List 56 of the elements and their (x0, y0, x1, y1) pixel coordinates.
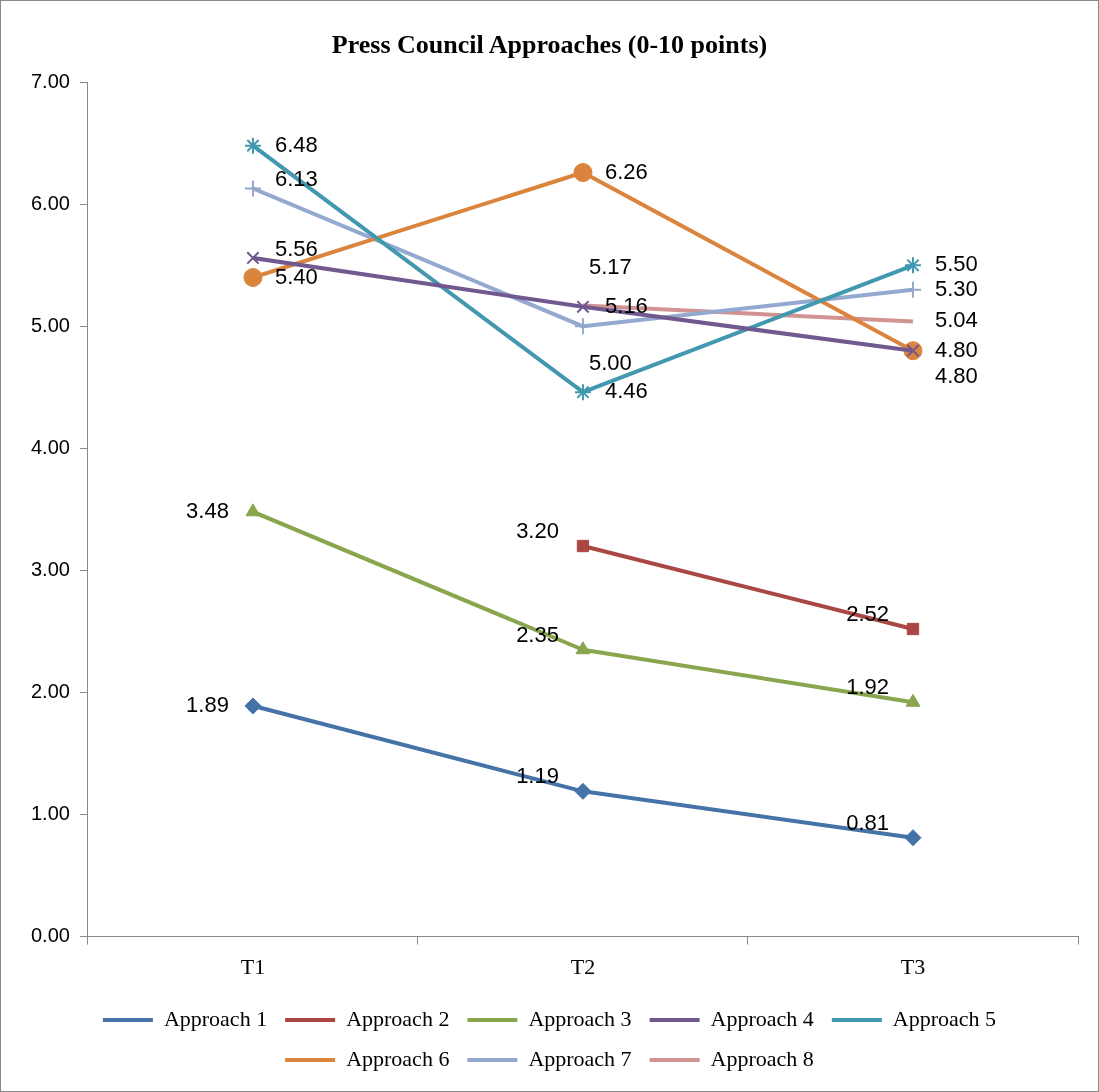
point (576, 300, 590, 314)
data-label: 6.48 (274, 131, 318, 157)
data-label: 4.46 (604, 378, 648, 404)
data-label: 4.80 (934, 362, 978, 388)
y-tick-label: 2.00 (30, 680, 70, 702)
point (573, 163, 593, 183)
data-label: 5.40 (274, 263, 318, 289)
point (243, 267, 263, 287)
point (903, 280, 922, 299)
data-label: 5.50 (934, 251, 978, 277)
data-label: 0.81 (846, 809, 889, 835)
data-label: 5.17 (588, 253, 632, 279)
data-label: 5.00 (588, 350, 632, 376)
legend-label: Approach 8 (710, 1045, 814, 1071)
point (573, 317, 592, 336)
data-label: 5.04 (934, 307, 978, 333)
data-label: 6.26 (604, 158, 648, 184)
chart-title: Press Council Approaches (0-10 points) (331, 30, 768, 60)
data-label: 1.92 (846, 674, 889, 700)
point (246, 251, 260, 265)
legend-label: Approach 4 (710, 1005, 814, 1031)
point (575, 641, 591, 655)
legend-label: Approach 1 (163, 1005, 268, 1031)
point (243, 136, 262, 155)
x-tick-label: T1 (240, 953, 266, 979)
point (906, 622, 920, 636)
y-tick-label: 6.00 (30, 191, 70, 214)
data-label: 3.20 (516, 518, 559, 544)
point (243, 179, 262, 198)
point (576, 539, 590, 553)
point (574, 782, 592, 800)
legend-label: Approach 6 (346, 1045, 450, 1071)
y-tick-label: 5.00 (30, 313, 70, 336)
x-tick-label: T3 (900, 953, 926, 979)
data-label: 5.30 (934, 275, 978, 301)
data-label: 5.16 (604, 292, 648, 318)
data-label: 3.48 (186, 497, 229, 523)
x-tick-label: T2 (570, 953, 596, 979)
point (573, 383, 592, 402)
legend-label: Approach 2 (346, 1005, 450, 1031)
data-label: 1.89 (186, 691, 229, 717)
legend-label: Approach 5 (892, 1005, 997, 1031)
point (904, 829, 922, 847)
y-tick-label: 7.00 (30, 69, 70, 92)
y-tick-label: 0.00 (30, 924, 70, 947)
point (245, 503, 261, 517)
point (905, 693, 921, 707)
y-tick-label: 1.00 (30, 802, 70, 825)
legend-label: Approach 3 (528, 1005, 632, 1031)
y-tick-label: 3.00 (30, 557, 70, 580)
point (244, 697, 262, 715)
legend-label: Approach 7 (528, 1045, 632, 1071)
data-label: 5.56 (274, 236, 318, 262)
point (903, 256, 922, 275)
y-tick-label: 4.00 (30, 435, 70, 458)
data-label: 4.80 (934, 336, 978, 362)
